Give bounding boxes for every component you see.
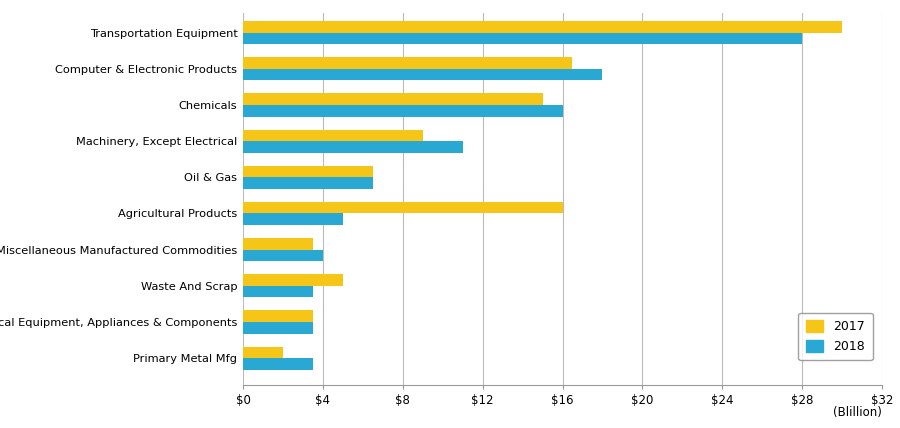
Bar bbox=[243, 21, 842, 33]
Bar bbox=[243, 202, 562, 214]
Bar bbox=[243, 322, 313, 333]
Bar bbox=[243, 310, 313, 322]
Bar bbox=[243, 141, 463, 153]
Bar bbox=[243, 69, 602, 80]
Bar bbox=[243, 166, 373, 177]
Bar bbox=[243, 93, 543, 105]
Bar bbox=[243, 274, 343, 286]
Text: (Blillion): (Blillion) bbox=[833, 407, 882, 419]
Bar bbox=[243, 33, 802, 44]
Bar bbox=[243, 105, 562, 116]
Bar bbox=[243, 286, 313, 297]
Bar bbox=[243, 358, 313, 370]
Bar bbox=[243, 347, 283, 358]
Bar bbox=[243, 238, 313, 250]
Bar bbox=[243, 214, 343, 225]
Bar bbox=[243, 177, 373, 189]
Legend: 2017, 2018: 2017, 2018 bbox=[798, 312, 873, 360]
Bar bbox=[243, 250, 323, 261]
Bar bbox=[243, 130, 423, 141]
Bar bbox=[243, 57, 572, 69]
